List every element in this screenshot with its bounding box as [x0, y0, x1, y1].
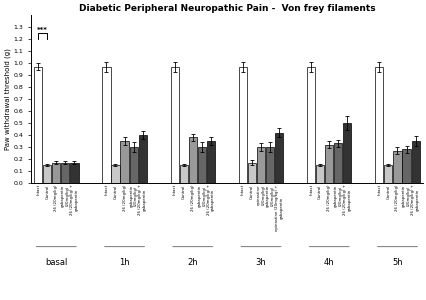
- Bar: [402, 149, 410, 183]
- Bar: [265, 147, 273, 183]
- Bar: [315, 165, 323, 183]
- Bar: [61, 163, 69, 183]
- Bar: [197, 147, 205, 183]
- Bar: [248, 163, 256, 183]
- Bar: [325, 145, 333, 183]
- Y-axis label: Paw withdrawal threshold (g): Paw withdrawal threshold (g): [4, 48, 11, 150]
- Text: 5h: 5h: [391, 258, 402, 267]
- Bar: [170, 67, 178, 183]
- Bar: [411, 141, 419, 183]
- Bar: [138, 135, 147, 183]
- Bar: [120, 141, 128, 183]
- Title: Diabetic Peripheral Neuropathic Pain -  Von frey filaments: Diabetic Peripheral Neuropathic Pain - V…: [78, 4, 374, 13]
- Text: 1h: 1h: [119, 258, 130, 267]
- Bar: [179, 165, 187, 183]
- Bar: [334, 143, 342, 183]
- Bar: [102, 67, 110, 183]
- Bar: [188, 137, 196, 183]
- Bar: [129, 147, 137, 183]
- Bar: [274, 133, 282, 183]
- Text: 2h: 2h: [187, 258, 198, 267]
- Bar: [70, 163, 78, 183]
- Bar: [52, 163, 60, 183]
- Bar: [343, 123, 351, 183]
- Bar: [374, 67, 383, 183]
- Bar: [256, 147, 265, 183]
- Text: 4h: 4h: [323, 258, 334, 267]
- Bar: [111, 165, 119, 183]
- Text: basal: basal: [45, 258, 67, 267]
- Bar: [206, 141, 214, 183]
- Bar: [392, 151, 400, 183]
- Bar: [34, 67, 42, 183]
- Bar: [383, 165, 391, 183]
- Bar: [43, 165, 51, 183]
- Text: 3h: 3h: [255, 258, 266, 267]
- Bar: [306, 67, 314, 183]
- Text: ***: ***: [37, 27, 48, 33]
- Bar: [238, 67, 246, 183]
